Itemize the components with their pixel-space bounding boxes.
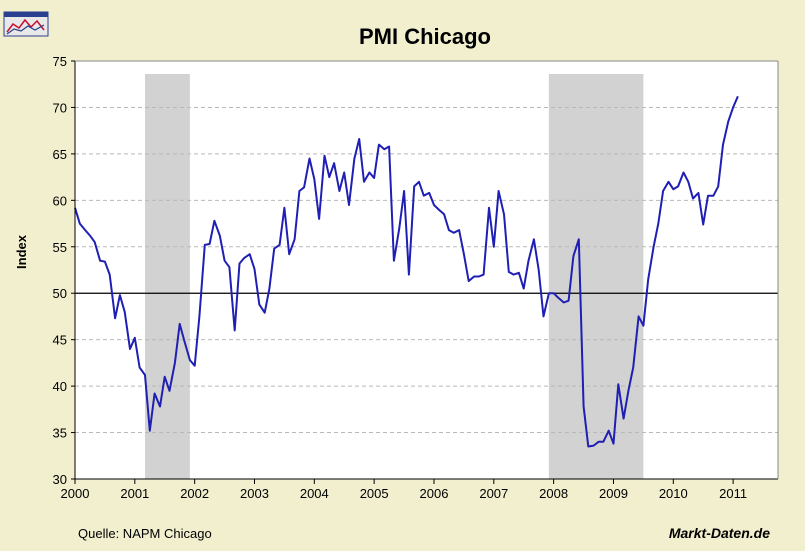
y-tick-label: 30 [53, 472, 67, 487]
chart-logo-icon [3, 11, 49, 37]
y-tick-label: 65 [53, 147, 67, 162]
x-tick-label: 2002 [180, 486, 209, 501]
x-tick-label: 2005 [360, 486, 389, 501]
y-tick-label: 75 [53, 54, 67, 69]
x-tick-label: 2009 [599, 486, 628, 501]
y-tick-label: 70 [53, 100, 67, 115]
brand-label: Markt-Daten.de [669, 525, 770, 541]
plot-area [75, 61, 778, 479]
y-tick-label: 60 [53, 193, 67, 208]
y-tick-label: 55 [53, 240, 67, 255]
y-tick-label: 40 [53, 379, 67, 394]
x-tick-label: 2006 [420, 486, 449, 501]
series-line-pmi [74, 95, 739, 448]
x-tick-label: 2007 [479, 486, 508, 501]
y-tick-label: 45 [53, 333, 67, 348]
x-tick-label: 2001 [120, 486, 149, 501]
x-tick-label: 2010 [659, 486, 688, 501]
x-tick-label: 2011 [719, 486, 747, 501]
x-tick-label: 2004 [300, 486, 329, 501]
x-tick-label: 2000 [61, 486, 90, 501]
y-axis-label: Index [14, 234, 29, 269]
source-note: Quelle: NAPM Chicago [78, 526, 212, 541]
y-tick-label: 50 [53, 286, 67, 301]
y-tick-label: 35 [53, 426, 67, 441]
x-tick-label: 2008 [539, 486, 568, 501]
recession-band [548, 74, 644, 479]
x-tick-label: 2003 [240, 486, 269, 501]
chart-title: PMI Chicago [359, 24, 491, 49]
